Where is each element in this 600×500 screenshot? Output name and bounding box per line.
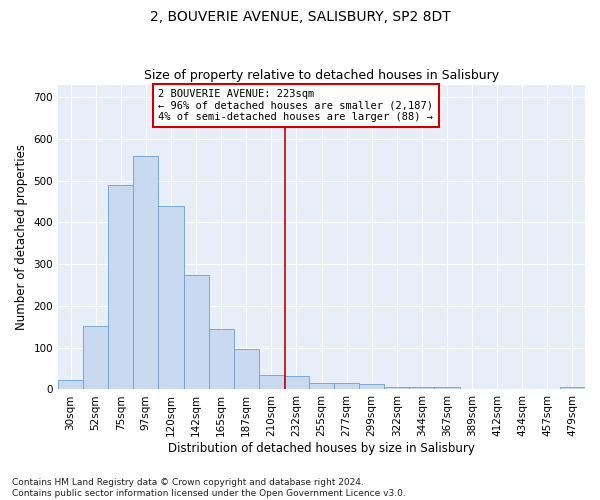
X-axis label: Distribution of detached houses by size in Salisbury: Distribution of detached houses by size … [168, 442, 475, 455]
Bar [560, 386, 585, 390]
Bar [83, 326, 108, 390]
Bar [359, 384, 384, 390]
Text: 2, BOUVERIE AVENUE, SALISBURY, SP2 8DT: 2, BOUVERIE AVENUE, SALISBURY, SP2 8DT [149, 10, 451, 24]
Bar [284, 376, 309, 390]
Text: Contains HM Land Registry data © Crown copyright and database right 2024.
Contai: Contains HM Land Registry data © Crown c… [12, 478, 406, 498]
Bar [334, 383, 359, 390]
Bar [133, 156, 158, 390]
Y-axis label: Number of detached properties: Number of detached properties [15, 144, 28, 330]
Bar [209, 329, 233, 390]
Bar [58, 380, 83, 390]
Bar [409, 388, 434, 390]
Title: Size of property relative to detached houses in Salisbury: Size of property relative to detached ho… [144, 69, 499, 82]
Bar [233, 348, 259, 390]
Bar [309, 383, 334, 390]
Bar [158, 206, 184, 390]
Bar [384, 386, 409, 390]
Bar [434, 388, 460, 390]
Text: 2 BOUVERIE AVENUE: 223sqm
← 96% of detached houses are smaller (2,187)
4% of sem: 2 BOUVERIE AVENUE: 223sqm ← 96% of detac… [158, 88, 433, 122]
Bar [259, 375, 284, 390]
Bar [184, 274, 209, 390]
Bar [108, 185, 133, 390]
